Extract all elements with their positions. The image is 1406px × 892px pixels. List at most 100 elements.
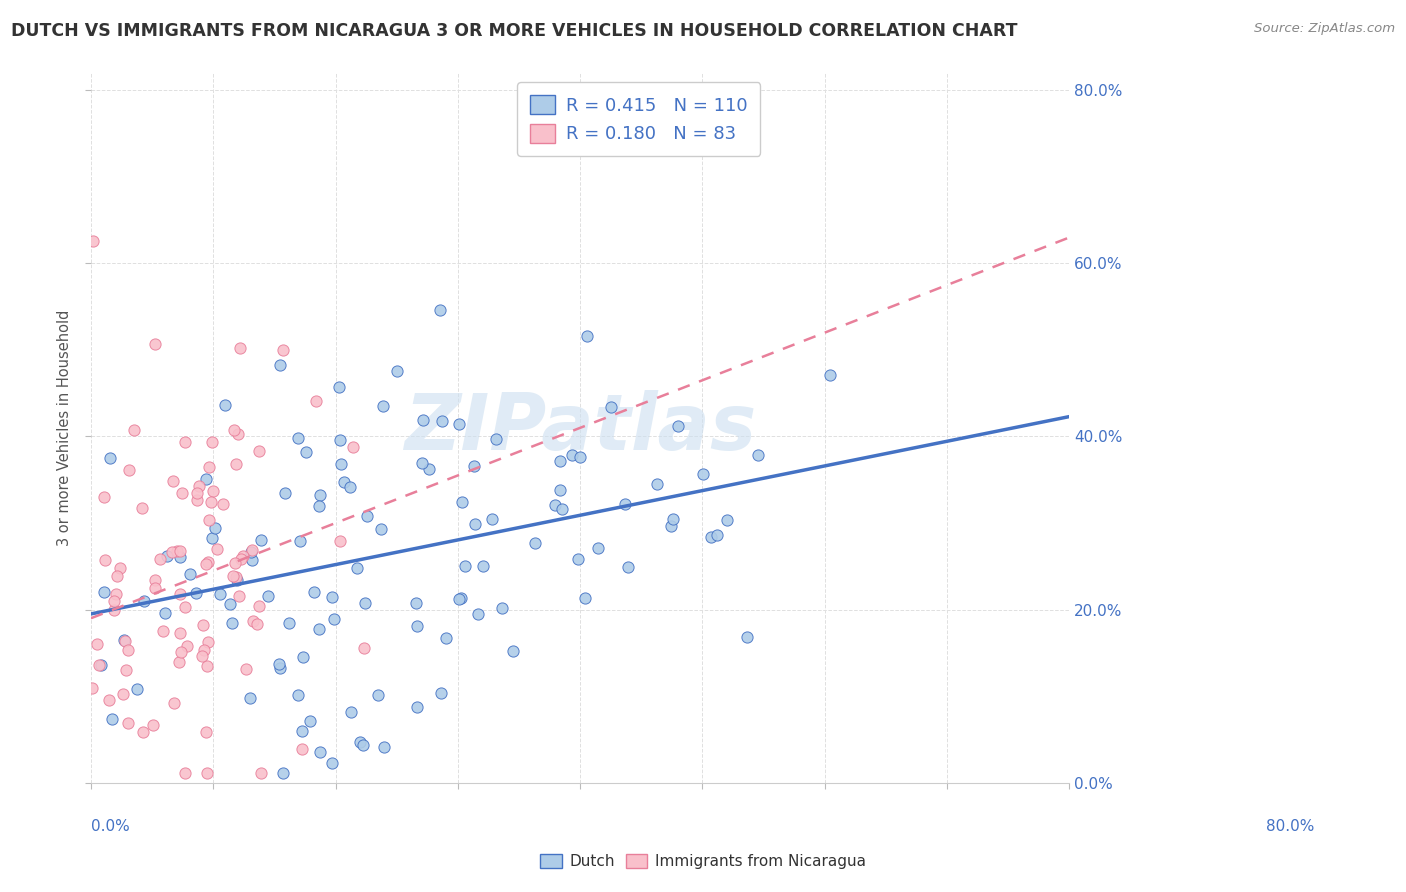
Point xyxy=(349,735,371,749)
Point xyxy=(309,746,332,760)
Point xyxy=(467,607,489,621)
Point xyxy=(447,592,470,607)
Point xyxy=(568,450,591,464)
Point xyxy=(298,714,321,728)
Point xyxy=(352,739,374,753)
Point xyxy=(269,661,291,675)
Point xyxy=(491,601,513,615)
Point xyxy=(167,655,190,669)
Point xyxy=(186,486,208,500)
Point xyxy=(239,691,262,706)
Point xyxy=(367,688,389,702)
Point xyxy=(472,558,495,573)
Point xyxy=(101,712,124,726)
Point xyxy=(170,645,193,659)
Point xyxy=(481,512,503,526)
Point xyxy=(226,426,249,441)
Point xyxy=(122,423,145,437)
Point xyxy=(132,725,155,739)
Point xyxy=(356,508,378,523)
Point xyxy=(346,561,368,575)
Point xyxy=(464,516,486,531)
Point xyxy=(221,616,243,631)
Point xyxy=(201,435,224,450)
Point xyxy=(288,533,311,548)
Point xyxy=(716,513,738,527)
Point xyxy=(242,614,264,628)
Point xyxy=(561,448,583,462)
Point xyxy=(287,688,309,702)
Point xyxy=(93,585,115,599)
Point xyxy=(247,444,270,458)
Point xyxy=(574,591,596,606)
Point xyxy=(735,630,758,644)
Point xyxy=(328,380,350,394)
Point xyxy=(169,543,191,558)
Point xyxy=(454,558,477,573)
Point xyxy=(205,541,228,556)
Point xyxy=(551,501,574,516)
Point xyxy=(225,574,247,588)
Point xyxy=(405,596,427,610)
Point xyxy=(173,765,195,780)
Point xyxy=(160,545,183,559)
Point xyxy=(197,513,219,527)
Point xyxy=(173,434,195,449)
Point xyxy=(132,594,155,608)
Point xyxy=(544,498,567,512)
Point xyxy=(329,533,352,548)
Point xyxy=(93,553,115,567)
Point xyxy=(330,458,353,472)
Point xyxy=(235,662,257,676)
Point xyxy=(111,687,134,701)
Point xyxy=(333,475,356,489)
Point xyxy=(292,649,315,664)
Point xyxy=(198,460,221,475)
Point xyxy=(432,414,454,428)
Point xyxy=(142,718,165,732)
Point xyxy=(418,462,440,476)
Point xyxy=(617,559,640,574)
Point xyxy=(429,303,451,318)
Point xyxy=(308,622,330,636)
Point xyxy=(304,585,326,599)
Point xyxy=(485,433,508,447)
Text: ZIPatlas: ZIPatlas xyxy=(404,390,756,466)
Point xyxy=(291,742,314,756)
Point xyxy=(98,451,121,466)
Point xyxy=(661,512,683,526)
Point xyxy=(250,766,273,780)
Point xyxy=(430,686,453,700)
Point xyxy=(197,635,219,649)
Point xyxy=(117,715,139,730)
Point xyxy=(700,530,723,544)
Point xyxy=(103,593,125,607)
Point xyxy=(434,631,457,645)
Point xyxy=(550,483,572,497)
Point xyxy=(219,597,242,611)
Point xyxy=(239,545,262,559)
Point xyxy=(450,494,472,508)
Point xyxy=(661,519,683,533)
Legend: R = 0.415   N = 110, R = 0.180   N = 83: R = 0.415 N = 110, R = 0.180 N = 83 xyxy=(517,82,761,156)
Point xyxy=(97,692,120,706)
Point xyxy=(208,587,231,601)
Point xyxy=(666,419,689,434)
Point xyxy=(179,566,201,581)
Point xyxy=(93,490,115,504)
Point xyxy=(463,459,485,474)
Point xyxy=(114,633,136,648)
Point xyxy=(169,549,191,564)
Point xyxy=(143,337,166,351)
Point xyxy=(82,681,104,695)
Point xyxy=(240,552,263,566)
Point xyxy=(105,569,128,583)
Point xyxy=(194,472,217,486)
Point xyxy=(153,606,176,620)
Point xyxy=(86,637,108,651)
Point xyxy=(191,648,214,663)
Point xyxy=(599,401,621,415)
Point xyxy=(567,552,589,566)
Point xyxy=(246,616,269,631)
Point xyxy=(169,625,191,640)
